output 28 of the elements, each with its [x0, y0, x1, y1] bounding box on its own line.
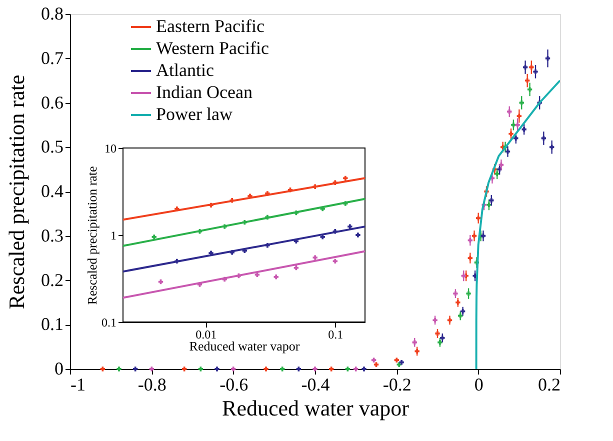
legend-label: Indian Ocean	[156, 82, 252, 102]
x-tick-label: -0.4	[301, 374, 330, 394]
x-tick-label: 0.01	[196, 328, 217, 342]
x-tick-label: -1	[70, 374, 86, 394]
y-tick-label: 0.6	[41, 92, 64, 112]
y-tick-label: 0.5	[41, 136, 64, 157]
x-axis-title: Reduced water vapor	[222, 396, 410, 420]
x-tick-label: 0	[474, 374, 484, 394]
legend-label: Atlantic	[156, 60, 214, 80]
x-tick-label: 0.2	[538, 374, 560, 394]
y-tick-label: 0.4	[41, 181, 64, 201]
legend-label: Western Pacific	[156, 38, 270, 58]
y-tick-label: 0.3	[41, 225, 64, 246]
y-tick-label: 1	[110, 228, 116, 242]
y-axis-title: Rescaled precipitation rate	[4, 74, 29, 310]
y-tick-label: 0.7	[41, 48, 64, 68]
y-tick-label: 0.8	[41, 4, 64, 24]
legend-label: Eastern Pacific	[156, 16, 264, 36]
y-axis-title: Rescaled precipitation rate	[84, 166, 100, 305]
y-tick-label: 0.1	[102, 316, 116, 330]
x-tick-label: -0.8	[138, 374, 166, 394]
x-axis-title: Reduced water vapor	[189, 338, 300, 354]
legend-label: Power law	[156, 104, 232, 124]
y-tick-label: 10	[104, 142, 116, 156]
x-tick-label: -0.6	[220, 374, 248, 394]
y-tick-label: 0.2	[41, 270, 64, 290]
y-tick-label: 0	[54, 358, 64, 378]
x-tick-label: -0.2	[382, 374, 412, 394]
